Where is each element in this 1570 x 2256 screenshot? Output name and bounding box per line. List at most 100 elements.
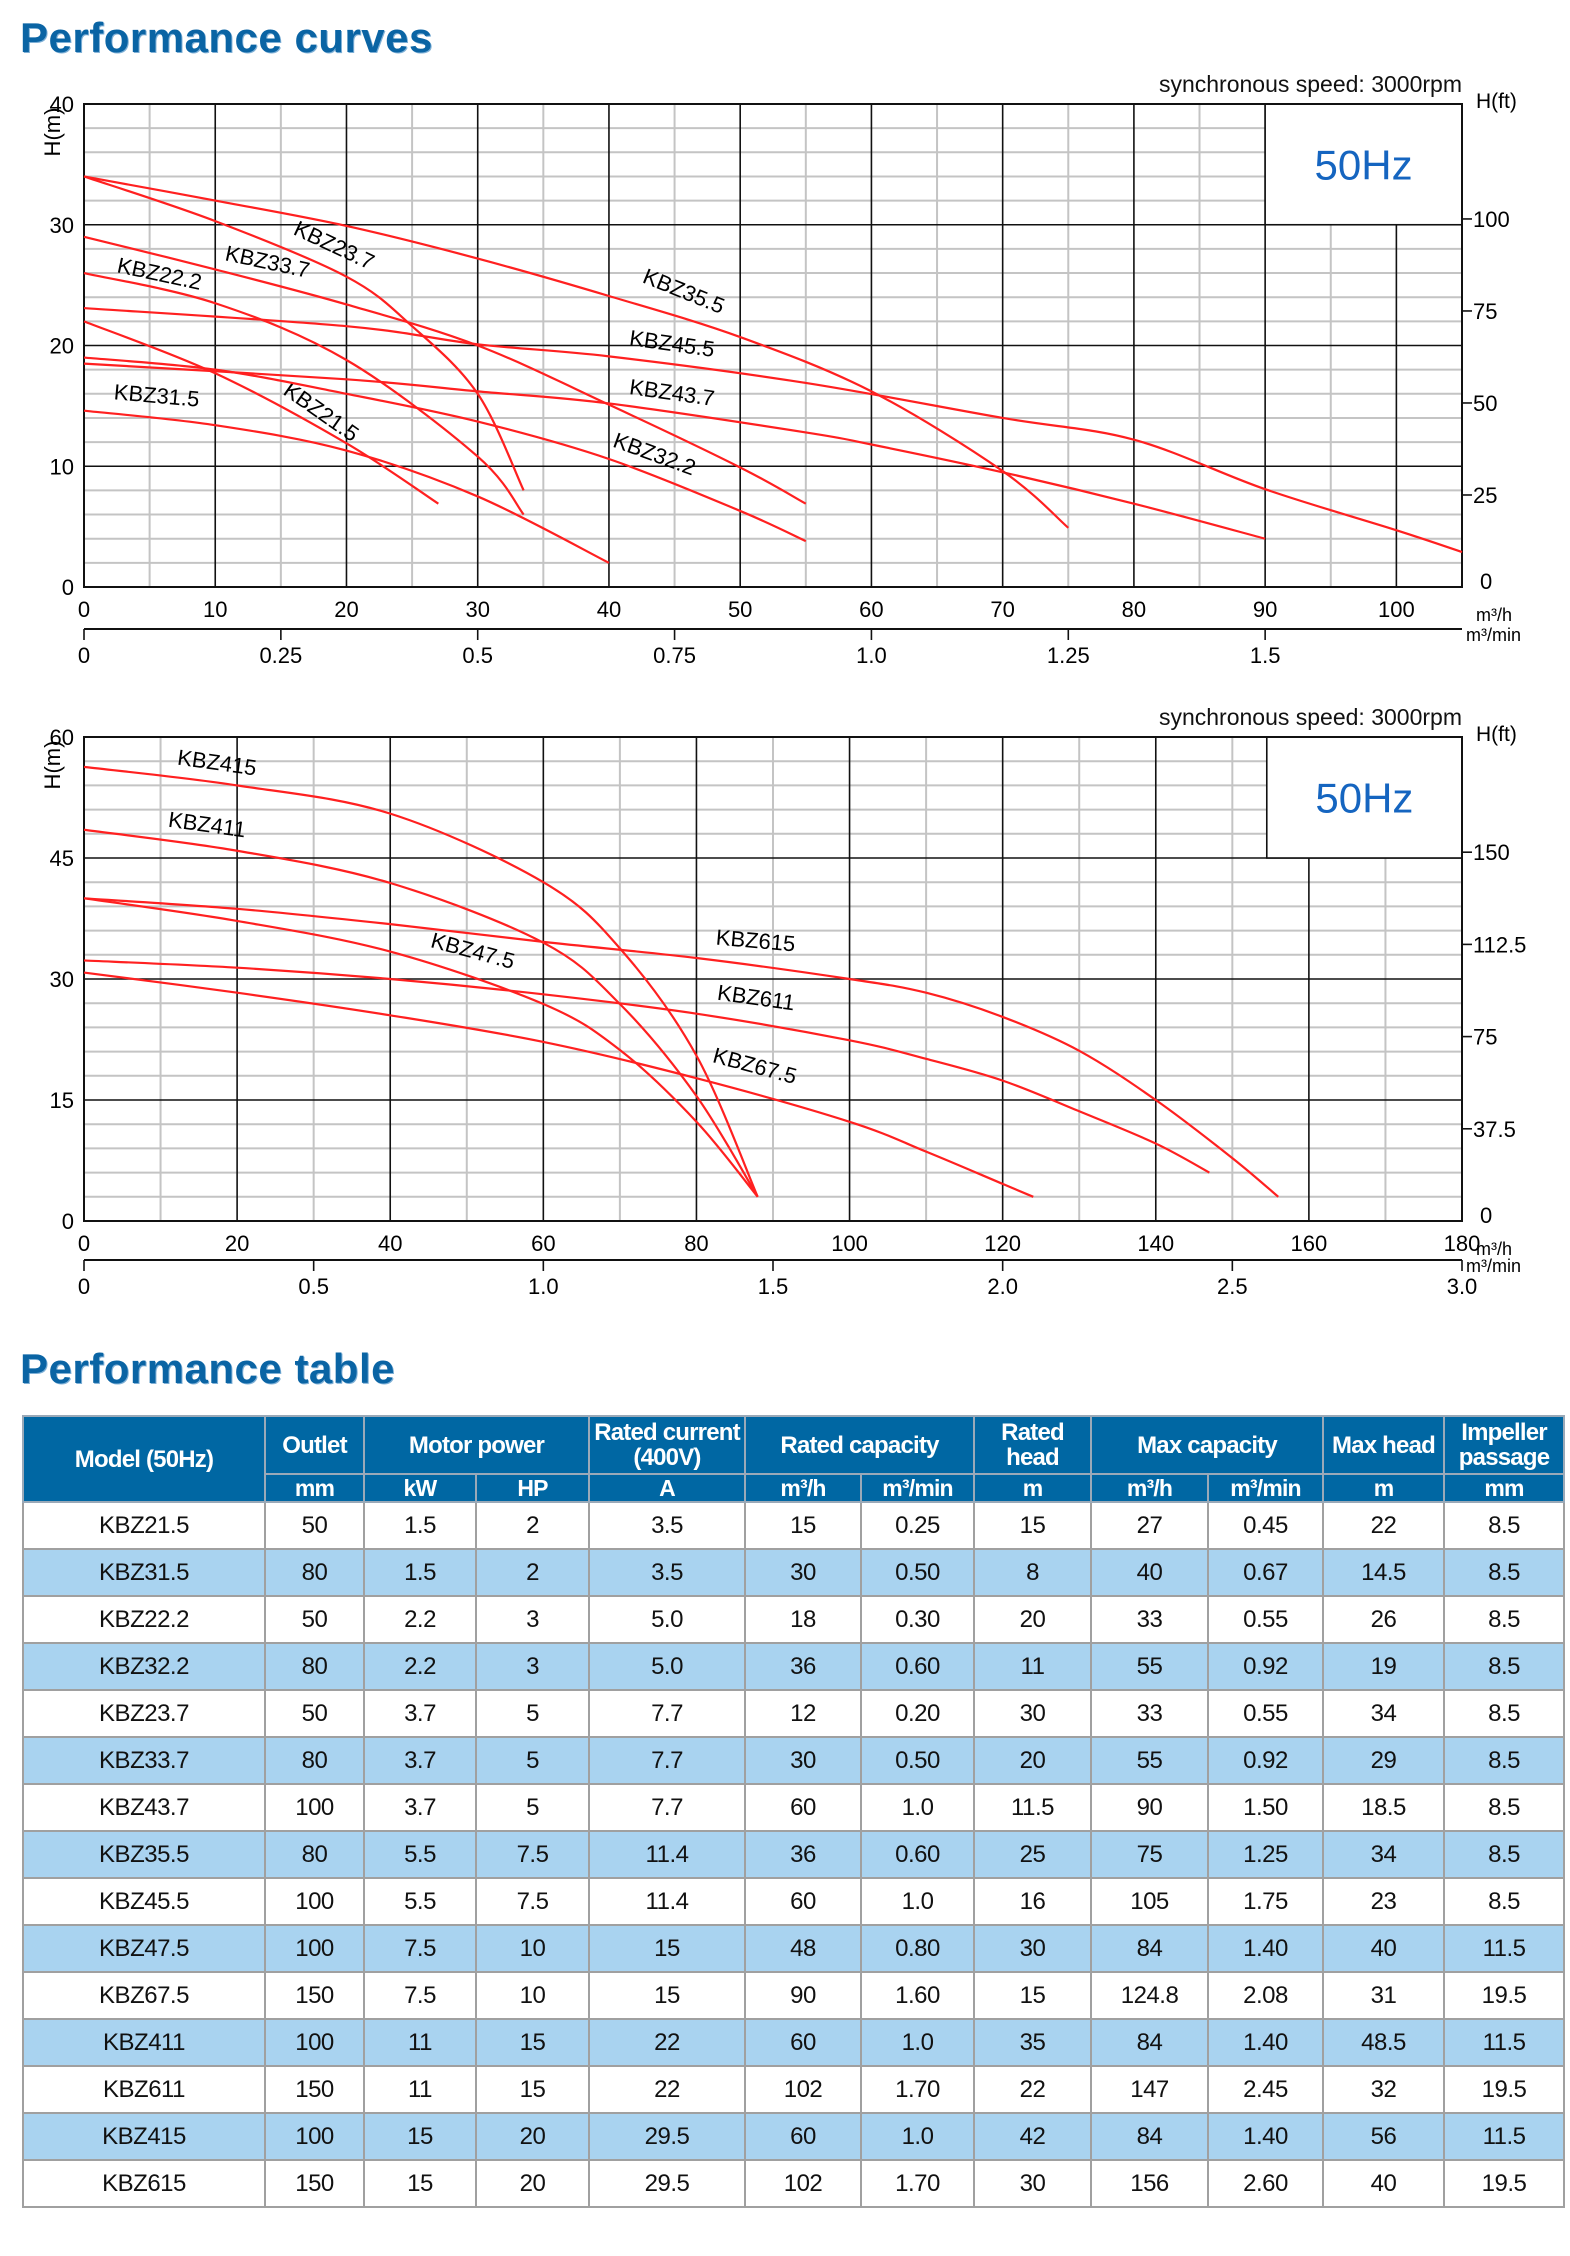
plot-frame (83, 103, 1463, 588)
unit-header: m³/min (860, 1473, 976, 1503)
curve-kbz611 (83, 959, 1210, 1174)
table-cell: 11.5 (1443, 2112, 1566, 2161)
table-cell: 80 (264, 1642, 365, 1691)
table-cell: 7.5 (363, 1971, 477, 2020)
table-cell: 33 (1090, 1595, 1210, 1644)
model-cell: KBZ22.2 (22, 1595, 266, 1644)
curve-kbz23-7 (83, 175, 525, 491)
table-cell: 84 (1090, 2112, 1210, 2161)
table-cell: 19.5 (1443, 2159, 1566, 2208)
table-row: KBZ21.5 50 1.5 2 3.5 15 0.25 15 27 0.45 22 8.5 (22, 1501, 1566, 1550)
table-cell: 25 (973, 1830, 1093, 1879)
table-row: KBZ33.7 80 3.7 5 7.7 30 0.50 20 55 0.92 29 8.5 (22, 1736, 1566, 1785)
y-tick-label: 60 (50, 725, 74, 750)
table-cell: 23 (1322, 1877, 1446, 1926)
table-cell: 5.5 (363, 1877, 477, 1926)
table-row: KBZ45.5 100 5.5 7.5 11.4 60 1.0 16 105 1.75 23 8.5 (22, 1877, 1566, 1926)
table-cell: 36 (744, 1642, 863, 1691)
frequency-badge-box (1264, 103, 1463, 226)
x2-tick-label: 1.5 (758, 1274, 789, 1299)
curve-label: KBZ35.5 (639, 263, 728, 318)
unit-header: kW (363, 1473, 477, 1503)
y2-tick-label: 0 (1480, 1203, 1492, 1228)
table-cell: 0.67 (1207, 1548, 1325, 1597)
table-cell: 156 (1090, 2159, 1210, 2208)
table-cell: 8.5 (1443, 1501, 1566, 1550)
unit-header: A (588, 1473, 747, 1503)
model-cell: KBZ45.5 (22, 1877, 266, 1926)
table-cell: 100 (264, 1783, 365, 1832)
table-cell: 1.40 (1207, 1924, 1325, 1973)
table-cell: 2.60 (1207, 2159, 1325, 2208)
table-row: KBZ415 100 15 20 29.5 60 1.0 42 84 1.40 56 11.5 (22, 2112, 1566, 2161)
curve-kbz47-5 (83, 897, 759, 1198)
curve-label: KBZ31.5 (113, 379, 200, 411)
y-tick-label: 20 (50, 334, 74, 359)
table-cell: 2.2 (363, 1642, 477, 1691)
x2-tick-label: 0 (78, 1274, 90, 1299)
table-cell: 80 (264, 1736, 365, 1785)
unit-header: mm (1443, 1473, 1566, 1503)
unit-header: mm (264, 1473, 365, 1503)
x-tick-label: 30 (465, 597, 489, 622)
table-cell: 11.5 (1443, 2018, 1566, 2067)
curve-label: KBZ415 (176, 745, 258, 781)
table-cell: 7.7 (588, 1689, 747, 1738)
table-cell: 11.5 (973, 1783, 1093, 1832)
curve-kbz31-5 (83, 409, 610, 564)
y2-tick-label: 25 (1473, 483, 1497, 508)
table-cell: 7.5 (474, 1830, 591, 1879)
y2-axis-label: H(ft) (1476, 90, 1517, 113)
x-tick-label: 50 (728, 597, 752, 622)
table-cell: 80 (264, 1830, 365, 1879)
curve-label: KBZ67.5 (710, 1043, 799, 1089)
table-cell: 3.7 (363, 1783, 477, 1832)
table-cell: 42 (973, 2112, 1093, 2161)
table-cell: 12 (744, 1689, 863, 1738)
table-cell: 29.5 (588, 2159, 747, 2208)
table-cell: 150 (264, 2159, 365, 2208)
table-cell: 15 (363, 2112, 477, 2161)
table-cell: 30 (973, 2159, 1093, 2208)
table-cell: 34 (1322, 1830, 1446, 1879)
table-cell: 50 (264, 1501, 365, 1550)
table-cell: 15 (588, 1971, 747, 2020)
table-cell: 0.20 (860, 1689, 976, 1738)
table-cell: 8.5 (1443, 1736, 1566, 1785)
y-tick-label: 0 (62, 1209, 74, 1234)
table-cell: 90 (744, 1971, 863, 2020)
table-cell: 100 (264, 1924, 365, 1973)
table-cell: 15 (744, 1501, 863, 1550)
y-tick-label: 45 (50, 846, 74, 871)
curve-kbz615 (83, 897, 1279, 1198)
header-impeller-passage: Impeller passage (1443, 1415, 1566, 1475)
table-cell: 10 (474, 1924, 591, 1973)
y2-tick-label: 0 (1480, 569, 1492, 594)
model-cell: KBZ615 (22, 2159, 266, 2208)
model-cell: KBZ35.5 (22, 1830, 266, 1879)
table-cell: 22 (588, 2065, 747, 2114)
table-cell: 15 (588, 1924, 747, 1973)
table-cell: 2 (474, 1501, 591, 1550)
table-cell: 3.7 (363, 1689, 477, 1738)
curves-section-title: Performance curves (20, 14, 433, 61)
table-cell: 2.45 (1207, 2065, 1325, 2114)
x-tick-label: 60 (859, 597, 883, 622)
table-cell: 18.5 (1322, 1783, 1446, 1832)
table-cell: 60 (744, 1877, 863, 1926)
curve-label: KBZ45.5 (628, 325, 716, 362)
table-cell: 55 (1090, 1736, 1210, 1785)
header-rated-capacity: Rated capacity (744, 1415, 976, 1475)
unit-header: m³/h (1090, 1473, 1210, 1503)
table-cell: 8 (973, 1548, 1093, 1597)
x-tick-label: 40 (378, 1231, 402, 1256)
x-tick-label: 20 (334, 597, 358, 622)
model-cell: KBZ21.5 (22, 1501, 266, 1550)
table-cell: 22 (588, 2018, 747, 2067)
x-unit-label: m³/h (1476, 1239, 1512, 1259)
table-cell: 5.5 (363, 1830, 477, 1879)
table-cell: 31 (1322, 1971, 1446, 2020)
table-cell: 15 (973, 1971, 1093, 2020)
